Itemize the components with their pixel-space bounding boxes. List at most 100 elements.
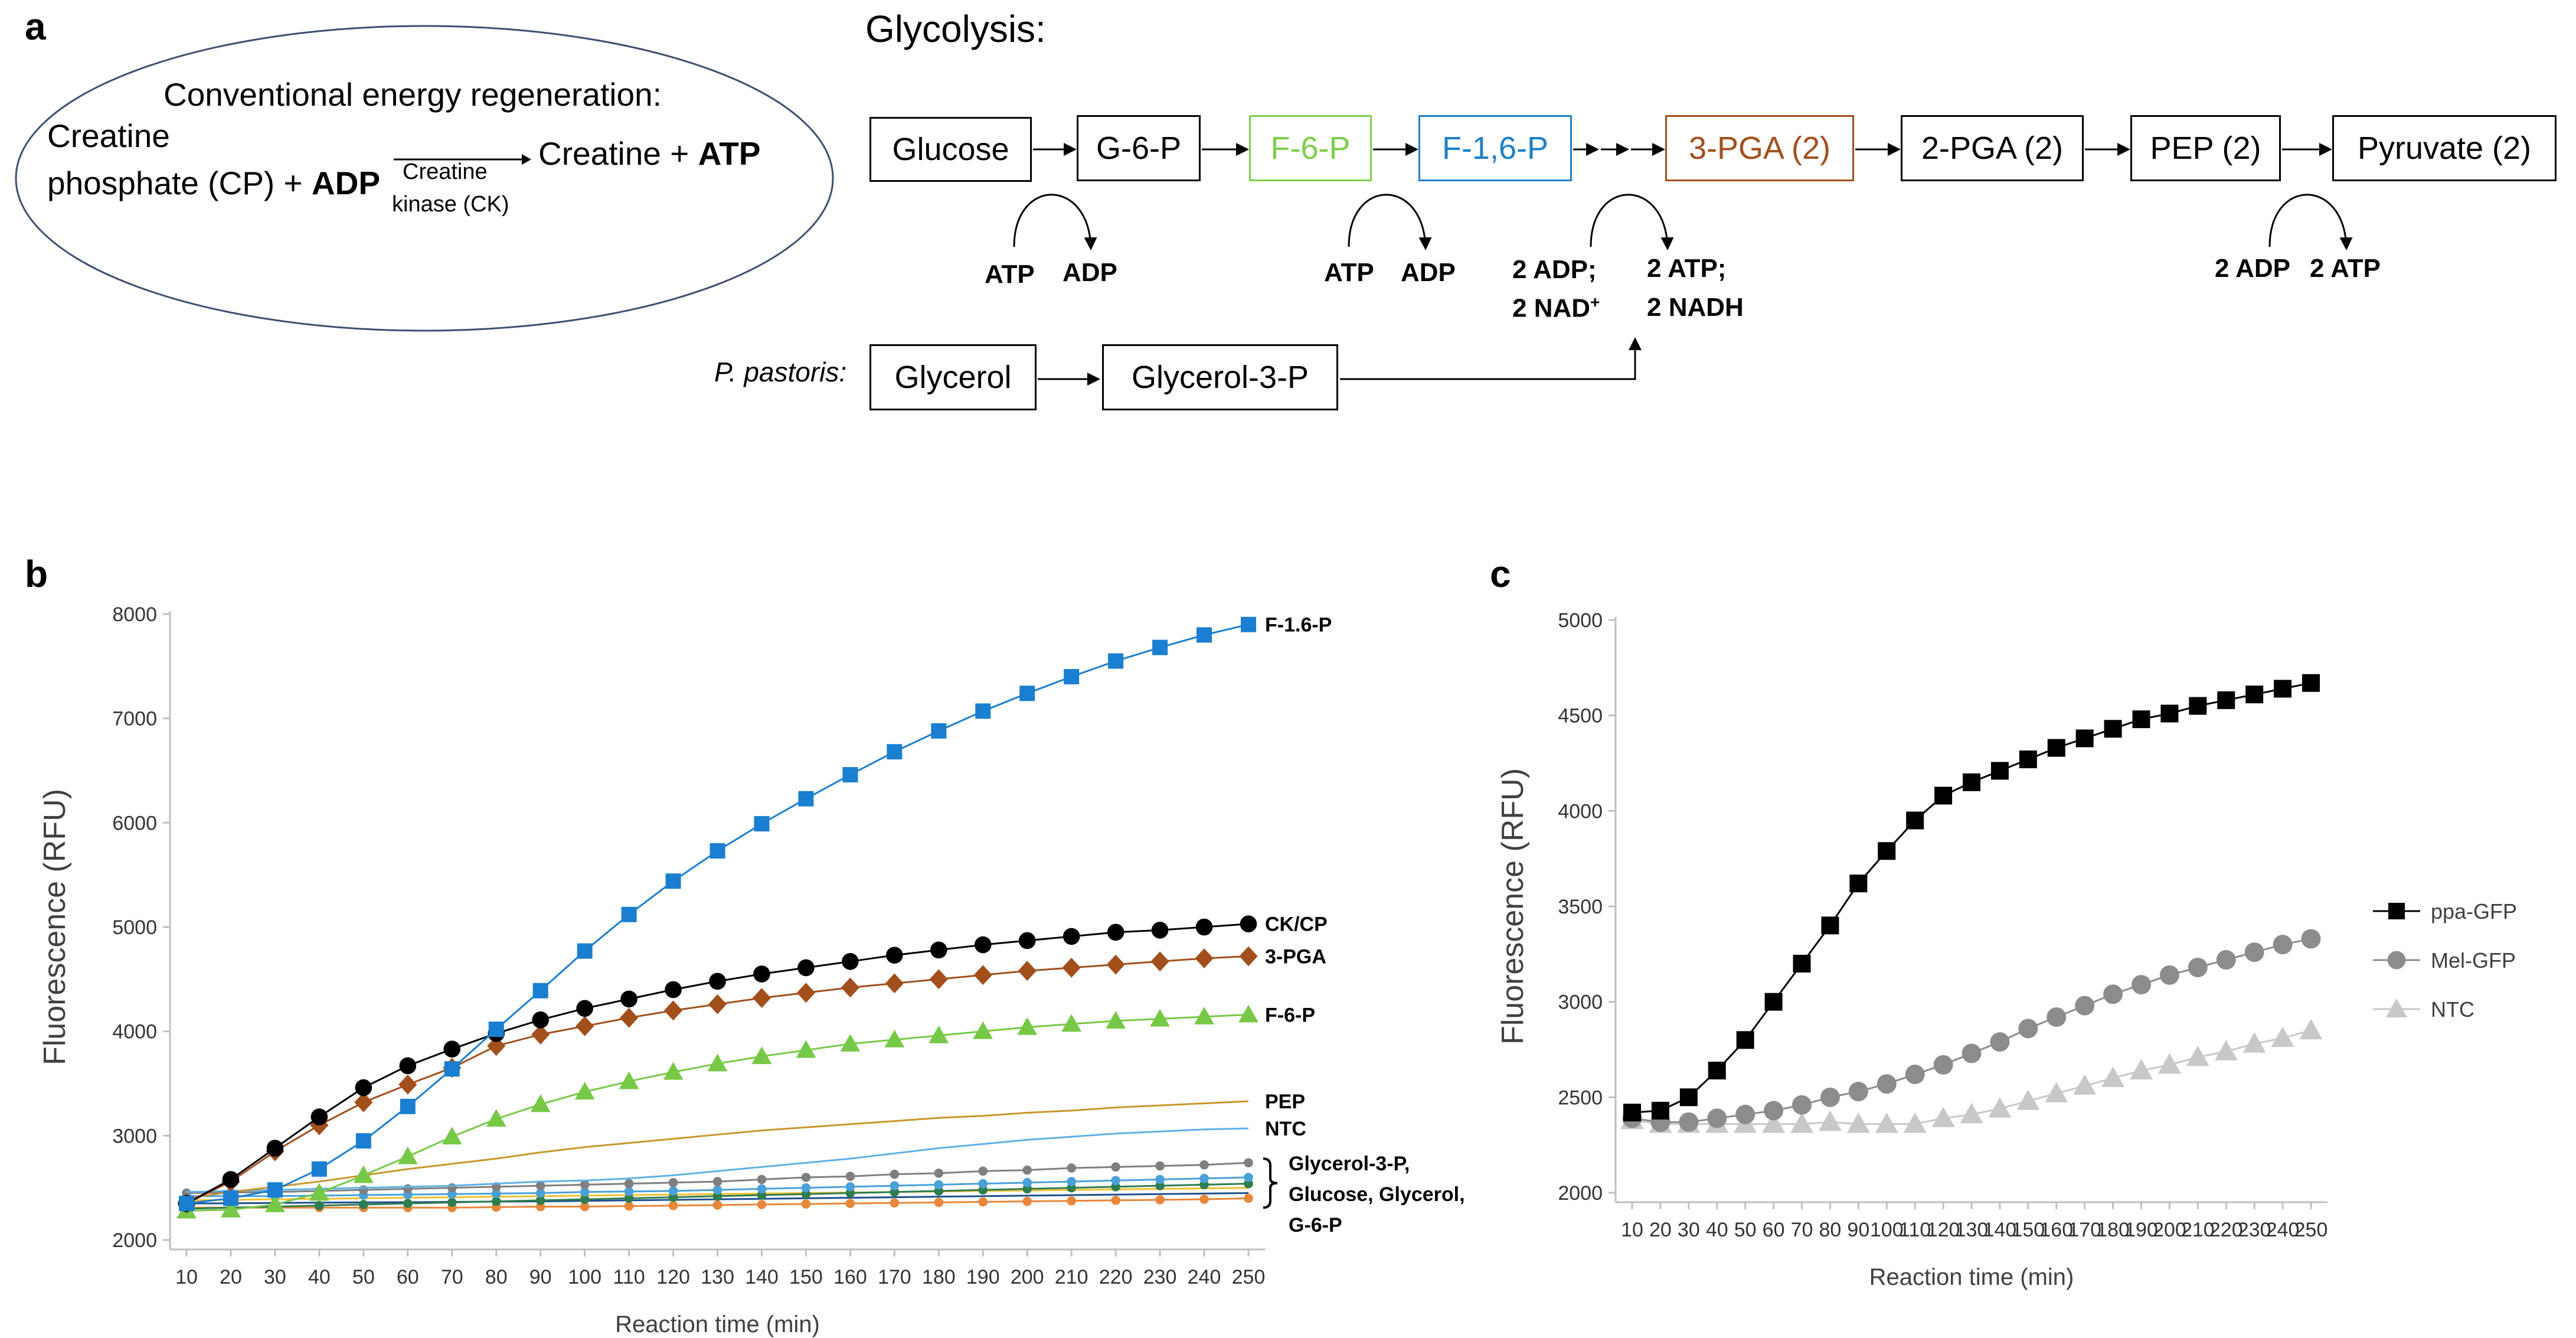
data-point xyxy=(620,990,638,1008)
panel-label-b: b xyxy=(25,553,48,595)
data-point xyxy=(712,1200,723,1210)
data-point xyxy=(444,1061,460,1077)
data-point xyxy=(2103,984,2123,1004)
series-mel-gfp xyxy=(1622,929,2321,1132)
data-point xyxy=(1151,922,1169,939)
x-tick-label: 90 xyxy=(529,1266,552,1288)
y-tick-label: 4000 xyxy=(112,1021,157,1043)
data-point xyxy=(1905,1065,1925,1085)
data-point xyxy=(1848,1082,1868,1102)
series-glucose xyxy=(182,1173,1253,1201)
data-point xyxy=(2217,691,2235,709)
data-point xyxy=(890,1198,900,1208)
data-point xyxy=(624,1179,634,1189)
data-point xyxy=(354,1092,373,1112)
data-point xyxy=(1960,1102,1983,1124)
data-point xyxy=(978,1166,988,1176)
data-point xyxy=(1988,1097,2012,1118)
line-label-group_2: Glucose, Glycerol, xyxy=(1289,1183,1465,1206)
data-point xyxy=(398,1074,417,1095)
data-point xyxy=(2159,965,2179,985)
data-point xyxy=(2214,1040,2238,1060)
data-point xyxy=(1764,993,1783,1011)
data-point xyxy=(222,1171,240,1188)
data-point xyxy=(757,1184,767,1194)
data-point xyxy=(1679,1088,1698,1107)
data-point xyxy=(2016,1089,2040,1110)
data-point xyxy=(801,1173,811,1182)
data-point xyxy=(886,947,903,964)
data-point xyxy=(491,1189,501,1199)
x-tick-label: 90 xyxy=(1847,1219,1869,1241)
data-point xyxy=(978,1179,988,1189)
data-point xyxy=(1019,686,1035,701)
creatine-phosphate-line2: phosphate (CP) + ADP xyxy=(47,164,380,202)
x-tick-label: 130 xyxy=(1955,1219,1989,1241)
pastoris-label: P. pastoris: xyxy=(714,357,847,387)
data-point xyxy=(309,1183,329,1201)
data-point xyxy=(1818,1110,1842,1131)
series-line xyxy=(1632,938,2312,1123)
energy-regen-product: Creatine + ATP xyxy=(538,135,761,172)
data-point xyxy=(1963,773,1980,791)
legend-marker xyxy=(2387,951,2406,970)
data-point xyxy=(1199,1195,1209,1204)
data-point xyxy=(931,723,947,739)
pathway-glycerol-3p: Glycerol-3-P xyxy=(1102,344,1338,410)
data-point xyxy=(580,1202,590,1212)
x-tick-label: 250 xyxy=(2294,1219,2328,1241)
data-point xyxy=(2047,739,2065,757)
nad-sup: + xyxy=(1590,293,1600,311)
atp-bold: ATP xyxy=(698,135,761,172)
data-point xyxy=(1241,616,1256,632)
x-tick-label: 40 xyxy=(308,1266,331,1288)
data-point xyxy=(1199,1160,1209,1170)
legend-item-ntc: NTC xyxy=(2373,997,2474,1022)
data-point xyxy=(975,703,991,719)
cp-prefix: phosphate (CP) + xyxy=(47,165,312,201)
x-tick-label: 50 xyxy=(352,1266,375,1288)
data-point xyxy=(443,1040,461,1058)
ck-arrow xyxy=(394,154,531,165)
data-point xyxy=(668,1186,678,1196)
data-point xyxy=(2186,1045,2209,1066)
data-point xyxy=(1849,874,1868,893)
data-point xyxy=(796,983,816,1003)
data-point xyxy=(182,1188,191,1198)
y-tick-label: 4000 xyxy=(1558,800,1603,823)
data-point xyxy=(179,1196,194,1212)
data-point xyxy=(801,1199,811,1209)
data-point xyxy=(1990,1032,2010,1052)
data-point xyxy=(619,1071,639,1089)
data-point xyxy=(1821,916,1839,935)
pathway-3pga: 3-PGA (2) xyxy=(1665,115,1854,181)
data-point xyxy=(890,1169,900,1179)
data-point xyxy=(624,1201,634,1211)
data-point xyxy=(315,1200,324,1210)
y-axis-label: Fluorescence (RFU) xyxy=(1496,768,1530,1045)
line-label-pga: 3-PGA xyxy=(1265,945,1326,968)
data-point xyxy=(1793,955,1811,973)
data-point xyxy=(973,965,992,985)
cofactor-atp-1: ATP xyxy=(985,260,1035,289)
legend-item-mel-gfp: Mel-GFP xyxy=(2373,948,2516,973)
data-point xyxy=(397,1146,418,1164)
data-point xyxy=(1933,1055,1953,1075)
series-line xyxy=(186,955,1249,1205)
data-point xyxy=(1022,1165,1032,1175)
data-point xyxy=(491,1196,501,1206)
data-point xyxy=(576,1016,594,1036)
data-point xyxy=(2047,1007,2067,1027)
y-tick-label: 3000 xyxy=(1558,991,1603,1014)
line-label-f16p: F-1.6-P xyxy=(1265,614,1332,637)
data-point xyxy=(1195,918,1213,936)
x-tick-label: 60 xyxy=(1763,1219,1785,1241)
data-point xyxy=(488,1022,504,1037)
data-point xyxy=(577,943,593,959)
data-point xyxy=(1679,1112,1699,1132)
data-point xyxy=(1018,961,1037,981)
data-point xyxy=(580,1187,590,1197)
data-point xyxy=(1931,1107,1955,1127)
legend-label: ppa-GFP xyxy=(2431,899,2517,923)
data-point xyxy=(2157,1053,2181,1074)
